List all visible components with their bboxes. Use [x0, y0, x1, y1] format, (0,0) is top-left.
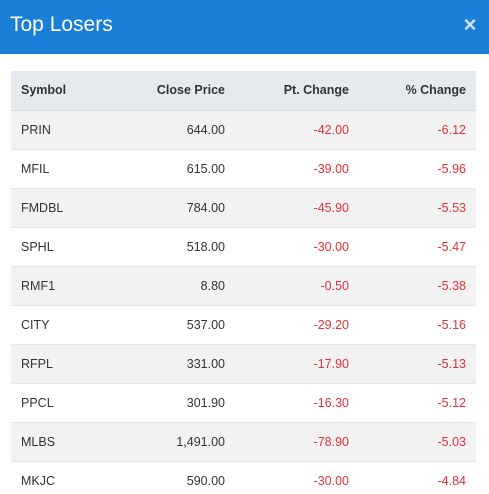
table-header: Symbol Close Price Pt. Change % Change: [11, 71, 476, 111]
table-row[interactable]: RFPL 331.00 -17.90 -5.13: [11, 344, 476, 383]
cell-close-price: 1,491.00: [176, 434, 225, 449]
table-row[interactable]: MLBS 1,491.00 -78.90 -5.03: [11, 422, 476, 461]
table-row[interactable]: RMF1 8.80 -0.50 -5.38: [11, 266, 476, 305]
cell-pct-change: -5.16: [437, 317, 467, 332]
cell-pt-change: -45.90: [313, 200, 349, 215]
cell-symbol: PPCL: [21, 395, 54, 410]
cell-close-price: 518.00: [186, 239, 225, 254]
cell-pct-change: -5.12: [437, 395, 467, 410]
cell-symbol: MLBS: [21, 434, 56, 449]
table-row[interactable]: FMDBL 784.00 -45.90 -5.53: [11, 188, 476, 227]
cell-symbol: SPHL: [21, 239, 54, 254]
table-row[interactable]: PPCL 301.90 -16.30 -5.12: [11, 383, 476, 422]
cell-pct-change: -5.03: [437, 434, 467, 449]
cell-pct-change: -5.13: [437, 356, 467, 371]
cell-pt-change: -30.00: [313, 239, 349, 254]
cell-close-price: 784.00: [186, 200, 225, 215]
cell-pt-change: -17.90: [313, 356, 349, 371]
cell-symbol: FMDBL: [21, 200, 64, 215]
cell-symbol: CITY: [21, 317, 50, 332]
cell-pt-change: -29.20: [313, 317, 349, 332]
column-header-close-price[interactable]: Close Price: [114, 71, 225, 111]
cell-pct-change: -5.38: [437, 278, 467, 293]
table-row[interactable]: PRIN 644.00 -42.00 -6.12: [11, 110, 476, 149]
cell-pt-change: -78.90: [313, 434, 349, 449]
cell-pct-change: -5.47: [437, 239, 467, 254]
losers-table: Symbol Close Price Pt. Change % Change P…: [11, 71, 476, 494]
cell-pct-change: -4.84: [437, 473, 467, 488]
modal-header: Top Losers ×: [0, 0, 489, 54]
table-header-row: Symbol Close Price Pt. Change % Change: [11, 71, 476, 111]
close-icon[interactable]: ×: [463, 12, 477, 37]
cell-symbol: RFPL: [21, 356, 53, 371]
cell-symbol: RMF1: [21, 278, 56, 293]
cell-pct-change: -5.96: [437, 161, 467, 176]
table-row[interactable]: CITY 537.00 -29.20 -5.16: [11, 305, 476, 344]
cell-pct-change: -5.53: [437, 200, 467, 215]
cell-pt-change: -39.00: [313, 161, 349, 176]
column-header-symbol[interactable]: Symbol: [11, 71, 114, 111]
cell-close-price: 615.00: [186, 161, 225, 176]
column-header-pct-change[interactable]: % Change: [349, 71, 476, 111]
table-row[interactable]: MKJC 590.00 -30.00 -4.84: [11, 461, 476, 494]
cell-symbol: MKJC: [21, 473, 56, 488]
cell-pt-change: -42.00: [313, 122, 349, 137]
cell-pt-change: -0.50: [320, 278, 350, 293]
cell-close-price: 644.00: [186, 122, 225, 137]
cell-symbol: MFIL: [21, 161, 50, 176]
losers-table-container: Symbol Close Price Pt. Change % Change P…: [11, 71, 476, 494]
cell-close-price: 8.80: [200, 278, 225, 293]
cell-pt-change: -16.30: [313, 395, 349, 410]
modal-title: Top Losers: [10, 13, 113, 36]
cell-pt-change: -30.00: [313, 473, 349, 488]
table-body: PRIN 644.00 -42.00 -6.12 MFIL 615.00 -39.00 -5.…: [11, 110, 476, 494]
cell-close-price: 537.00: [186, 317, 225, 332]
cell-close-price: 590.00: [186, 473, 225, 488]
cell-close-price: 331.00: [186, 356, 225, 371]
table-row[interactable]: MFIL 615.00 -39.00 -5.96: [11, 149, 476, 188]
cell-symbol: PRIN: [21, 122, 51, 137]
cell-pct-change: -6.12: [437, 122, 467, 137]
column-header-pt-change[interactable]: Pt. Change: [225, 71, 349, 111]
cell-close-price: 301.90: [186, 395, 225, 410]
table-row[interactable]: SPHL 518.00 -30.00 -5.47: [11, 227, 476, 266]
